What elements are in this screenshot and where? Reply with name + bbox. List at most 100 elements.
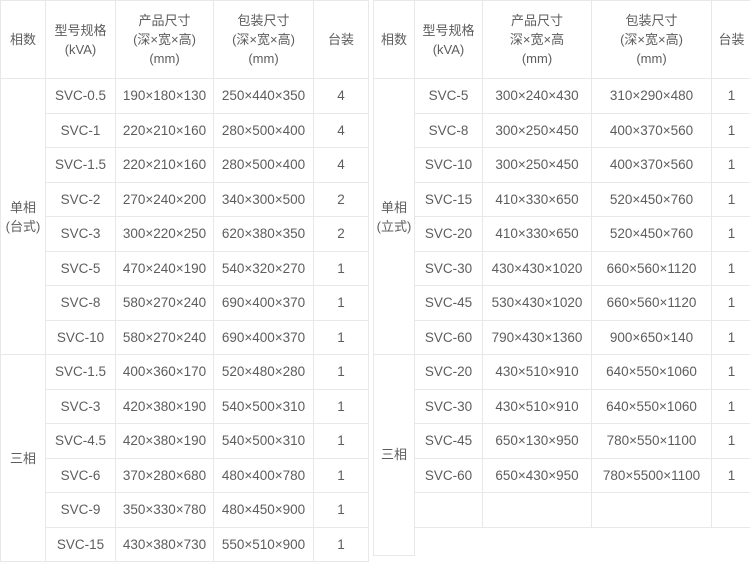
table-head: 相数 型号规格 (kVA) 产品尺寸 (深×宽×高) (mm) 包装尺寸 (深×宽×高) (mm…	[0, 0, 369, 79]
table-row: SVC-10 580×270×240 690×400×370 1	[1, 319, 369, 355]
table-row: SVC-1 220×210×160 280×500×400 4	[1, 112, 369, 148]
package-size-cell: 900×650×140	[591, 319, 712, 355]
package-size-column-header: 包装尺寸 (深×宽×高) (mm)	[591, 0, 712, 79]
package-size-cell: 400×370×560	[591, 112, 712, 148]
table-row: SVC-15 430×380×730 550×510×900 1	[1, 526, 369, 562]
model-cell: SVC-5	[45, 250, 116, 286]
model-cell: SVC-20	[414, 354, 483, 390]
package-size-cell: 520×450×760	[591, 216, 712, 252]
model-cell: SVC-4.5	[45, 423, 116, 459]
product-size-cell: 220×210×160	[115, 112, 214, 148]
empty-row	[374, 492, 750, 528]
table-row: SVC-3 420×380×190 540×500×310 1	[1, 388, 369, 424]
package-size-cell: 550×510×900	[213, 526, 314, 562]
package-size-column-header: 包装尺寸 (深×宽×高) (mm)	[213, 0, 314, 79]
table-row: SVC-6 370×280×680 480×400×780 1	[1, 457, 369, 493]
table-row: SVC-8 300×250×450 400×370×560 1	[374, 112, 750, 148]
table-row: SVC-1.5 220×210×160 280×500×400 4	[1, 147, 369, 183]
empty-cell	[711, 492, 750, 528]
table-row: SVC-8 580×270×240 690×400×370 1	[1, 285, 369, 321]
product-size-cell: 410×330×650	[482, 216, 592, 252]
package-size-cell: 250×440×350	[213, 78, 314, 114]
qty-cell: 1	[711, 147, 750, 183]
model-cell: SVC-8	[414, 112, 483, 148]
package-size-cell: 690×400×370	[213, 285, 314, 321]
package-size-cell: 660×560×1120	[591, 285, 712, 321]
overhang-filler-cell	[415, 527, 750, 555]
qty-cell: 1	[711, 354, 750, 390]
package-size-cell: 640×550×1060	[591, 354, 712, 390]
qty-column-header: 台装	[711, 0, 750, 79]
overhang-row	[374, 527, 750, 555]
table-row: 三相 SVC-20 430×510×910 640×550×1060 1	[373, 354, 750, 556]
table-row: SVC-3 300×220×250 620×380×350 2	[1, 216, 369, 252]
spec-table-desktop: 相数 型号规格 (kVA) 产品尺寸 (深×宽×高) (mm) 包装尺寸 (深×宽×高) (mm…	[0, 0, 369, 562]
phase-group-cell: 三相	[0, 354, 46, 562]
table-head: 相数 型号规格 (kVA) 产品尺寸 深×宽×高 (mm) 包装尺寸 (深×宽×高) (mm) 台…	[373, 0, 750, 79]
product-size-cell: 350×330×780	[115, 492, 214, 528]
table-row: 三相 SVC-1.5 400×360×170 520×480×280 1	[0, 354, 369, 562]
qty-cell: 1	[711, 250, 750, 286]
table-row: SVC-60 650×430×950 780×5500×1100 1	[374, 457, 750, 493]
package-size-cell: 480×450×900	[213, 492, 314, 528]
model-cell: SVC-60	[414, 319, 483, 355]
qty-cell: 1	[711, 457, 750, 493]
model-cell: SVC-20	[414, 216, 483, 252]
model-cell: SVC-10	[414, 147, 483, 183]
product-size-cell: 300×240×430	[482, 78, 592, 114]
product-size-cell: 580×270×240	[115, 319, 214, 355]
model-cell: SVC-5	[414, 78, 483, 114]
model-cell: SVC-0.5	[45, 78, 116, 114]
model-cell: SVC-30	[414, 250, 483, 286]
package-size-cell: 640×550×1060	[591, 388, 712, 424]
table-body: 单相 (台式) SVC-0.5 190×180×130 250×440×350 4 SVC-…	[0, 78, 369, 562]
product-size-cell: 430×380×730	[115, 526, 214, 562]
qty-cell: 1	[313, 354, 369, 390]
model-cell: SVC-3	[45, 388, 116, 424]
qty-cell: 4	[313, 112, 369, 148]
product-size-cell: 430×510×910	[482, 388, 592, 424]
qty-cell: 1	[313, 492, 369, 528]
product-size-cell: 220×210×160	[115, 147, 214, 183]
product-size-cell: 470×240×190	[115, 250, 214, 286]
product-size-cell: 370×280×680	[115, 457, 214, 493]
product-size-cell: 580×270×240	[115, 285, 214, 321]
model-cell: SVC-10	[45, 319, 116, 355]
qty-cell: 1	[313, 457, 369, 493]
product-size-cell: 420×380×190	[115, 423, 214, 459]
product-size-cell: 300×220×250	[115, 216, 214, 252]
qty-cell: 1	[313, 423, 369, 459]
model-cell: SVC-15	[414, 181, 483, 217]
product-size-cell: 420×380×190	[115, 388, 214, 424]
product-size-cell: 400×360×170	[115, 354, 214, 390]
package-size-cell: 520×450×760	[591, 181, 712, 217]
package-size-cell: 280×500×400	[213, 112, 314, 148]
table-row: SVC-60 790×430×1360 900×650×140 1	[374, 319, 750, 355]
package-size-cell: 780×5500×1100	[591, 457, 712, 493]
table-row: 单相 (立式) SVC-5 300×240×430 310×290×480 1	[373, 78, 750, 355]
qty-cell: 1	[711, 423, 750, 459]
table-row: SVC-9 350×330×780 480×450×900 1	[1, 492, 369, 528]
qty-cell: 1	[711, 112, 750, 148]
phase-column-header: 相数	[0, 0, 46, 79]
qty-cell: 1	[711, 319, 750, 355]
product-size-cell: 430×430×1020	[482, 250, 592, 286]
model-cell: SVC-30	[414, 388, 483, 424]
model-cell: SVC-6	[45, 457, 116, 493]
phase-group-cell: 单相 (台式)	[0, 78, 46, 355]
package-size-cell: 540×500×310	[213, 423, 314, 459]
table-row: SVC-30 430×430×1020 660×560×1120 1	[374, 250, 750, 286]
phase-column-header: 相数	[373, 0, 415, 79]
model-cell: SVC-2	[45, 181, 116, 217]
package-size-cell: 540×320×270	[213, 250, 314, 286]
model-column-header: 型号规格 (kVA)	[45, 0, 116, 79]
phase-group-cell: 单相 (立式)	[373, 78, 415, 355]
table-row: SVC-45 530×430×1020 660×560×1120 1	[374, 285, 750, 321]
model-cell: SVC-1.5	[45, 354, 116, 390]
model-cell: SVC-60	[414, 457, 483, 493]
model-cell: SVC-9	[45, 492, 116, 528]
product-size-column-header: 产品尺寸 深×宽×高 (mm)	[482, 0, 592, 79]
model-cell: SVC-45	[414, 423, 483, 459]
model-cell: SVC-45	[414, 285, 483, 321]
